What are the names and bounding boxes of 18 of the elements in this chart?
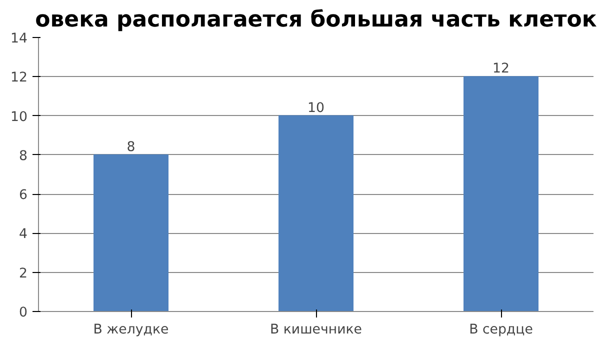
x-tick-label: В кишечнике bbox=[270, 322, 362, 338]
bar bbox=[94, 154, 168, 312]
data-label: 8 bbox=[126, 140, 136, 155]
chart-title: овека располагается большая часть клеток bbox=[35, 8, 597, 32]
data-label: 12 bbox=[492, 62, 510, 77]
y-tick-label: 10 bbox=[10, 110, 28, 125]
bar bbox=[278, 115, 354, 312]
y-tick-label: 4 bbox=[19, 227, 28, 242]
y-tick-label: 0 bbox=[19, 306, 28, 320]
bar bbox=[464, 76, 538, 312]
x-tick-label: В желудке bbox=[93, 322, 169, 338]
data-label: 10 bbox=[308, 100, 324, 116]
y-tick-label: 12 bbox=[10, 70, 28, 86]
y-tick-label: 14 bbox=[10, 32, 28, 46]
y-tick-label: 8 bbox=[19, 148, 28, 164]
y-tick-label: 6 bbox=[19, 188, 28, 204]
y-tick-label: 2 bbox=[19, 266, 28, 282]
x-tick-label: В сердце bbox=[469, 322, 533, 338]
